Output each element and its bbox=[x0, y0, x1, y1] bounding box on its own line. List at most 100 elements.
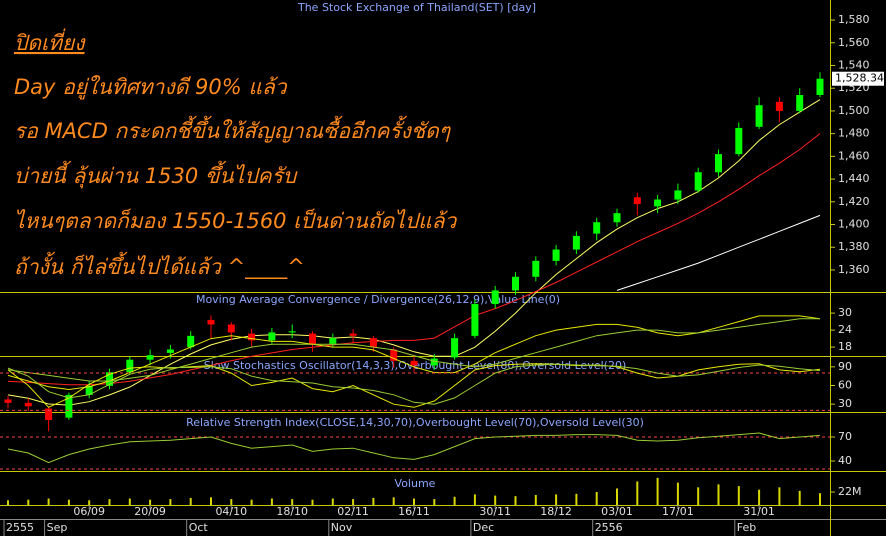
x-tick-label: 04/10 bbox=[215, 505, 247, 518]
line bbox=[7, 363, 821, 405]
volume-bar bbox=[413, 498, 415, 505]
y-tick-label: 30 bbox=[838, 397, 852, 410]
volume-bar bbox=[47, 498, 50, 505]
volume-bar bbox=[494, 495, 497, 505]
candle-body bbox=[735, 127, 743, 155]
candle-body bbox=[207, 319, 215, 325]
x-tick-label: 18/12 bbox=[540, 505, 572, 518]
volume-bar bbox=[534, 494, 537, 505]
candle-body bbox=[288, 331, 296, 333]
y-tick-label: 1,400 bbox=[838, 218, 870, 231]
volume-bar bbox=[717, 484, 720, 505]
volume-bar bbox=[636, 481, 639, 505]
volume-bar bbox=[514, 496, 517, 505]
annotation: ปิดเที่ยง bbox=[14, 28, 86, 55]
volume-bar bbox=[230, 499, 233, 505]
line bbox=[7, 432, 821, 464]
period-label: Nov bbox=[331, 521, 353, 534]
y-tick-label: 60 bbox=[838, 378, 852, 391]
y-tick-label: 1,420 bbox=[838, 195, 870, 208]
candle-body bbox=[146, 355, 154, 360]
volume-bar bbox=[88, 500, 91, 505]
candle-body bbox=[309, 333, 316, 345]
last-price-box bbox=[832, 71, 884, 86]
volume-bar bbox=[291, 499, 294, 505]
y-tick-label: 1,380 bbox=[838, 240, 870, 253]
volume-bar bbox=[798, 490, 801, 505]
candle-body bbox=[45, 408, 53, 420]
candle-body bbox=[106, 372, 113, 386]
candle-body bbox=[65, 394, 73, 418]
volume-bar bbox=[758, 489, 761, 505]
annotation: Day อยู่ในทิศทางดี 90% แล้ว bbox=[14, 75, 288, 100]
volume-bar bbox=[270, 498, 273, 505]
chart-title: The Stock Exchange of Thailand(SET) [day… bbox=[297, 1, 536, 14]
period-label: Sep bbox=[47, 521, 68, 534]
volume-bar bbox=[149, 499, 152, 505]
y-tick-label: 70 bbox=[838, 430, 852, 443]
y-tick-label: 1,500 bbox=[838, 104, 870, 117]
y-tick-label: 1,460 bbox=[838, 149, 870, 162]
volume-bar bbox=[7, 500, 9, 505]
volume-bar bbox=[169, 499, 172, 505]
last-price-label: 1,528.34 bbox=[835, 72, 884, 85]
volume-bar bbox=[372, 497, 375, 505]
x-tick-label: 16/11 bbox=[398, 505, 430, 518]
candle-body bbox=[755, 105, 763, 127]
period-label: Dec bbox=[473, 521, 494, 534]
y-tick-label: 1,480 bbox=[838, 127, 870, 140]
candle-body bbox=[532, 260, 540, 277]
annotation: ไหนๆตลาดก็มอง 1550-1560 เป็นด่านถัดไปแล้… bbox=[14, 208, 458, 233]
x-tick-label: 18/10 bbox=[276, 505, 308, 518]
candle-body bbox=[227, 324, 235, 333]
candle-body bbox=[593, 222, 601, 234]
y-tick-label: 1,540 bbox=[838, 58, 870, 71]
y-tick-label: 1,360 bbox=[838, 263, 870, 276]
volume-bar bbox=[656, 477, 659, 505]
volume-bar bbox=[67, 499, 70, 505]
annotation: รอ MACD กระดกชี้ขึ้นให้สัญญาณซื้ออีกครั้… bbox=[14, 115, 452, 143]
x-tick-label: 20/09 bbox=[134, 505, 166, 518]
volume-bar bbox=[555, 494, 558, 505]
candle-body bbox=[24, 402, 32, 407]
panel-title: Volume bbox=[395, 477, 436, 490]
candle-body bbox=[552, 249, 560, 261]
volume-bar bbox=[311, 499, 314, 505]
panel-title: Slow Stochastics Oscillator(14,3,3),Over… bbox=[204, 359, 627, 372]
candle-body bbox=[613, 213, 621, 223]
volume-bar bbox=[27, 499, 30, 505]
candle-body bbox=[775, 101, 783, 111]
annotation: ถ้างั้น ก็ไล่ขึ้นไปได้แล้ว ^____^ bbox=[14, 251, 305, 280]
period-label: Feb bbox=[737, 521, 756, 534]
volume-bar bbox=[737, 486, 740, 505]
candle-body bbox=[369, 338, 377, 348]
candle-body bbox=[85, 385, 93, 395]
volume-bar bbox=[616, 488, 618, 505]
line bbox=[616, 214, 821, 291]
volume-bar bbox=[575, 493, 578, 505]
volume-bar bbox=[819, 493, 821, 505]
candle-body bbox=[329, 338, 337, 344]
volume-bar bbox=[128, 498, 131, 505]
volume-bar bbox=[392, 497, 395, 505]
x-tick-label: 02/11 bbox=[337, 505, 369, 518]
y-tick-label: 22M bbox=[838, 485, 862, 498]
y-tick-label: 1,440 bbox=[838, 172, 870, 185]
line bbox=[7, 363, 821, 408]
volume-bar bbox=[189, 497, 192, 505]
candle-body bbox=[512, 276, 519, 291]
candle-body bbox=[796, 95, 804, 111]
candle-body bbox=[715, 154, 722, 173]
y-tick-label: 1,560 bbox=[838, 36, 870, 49]
x-tick-label: 03/01 bbox=[601, 505, 633, 518]
candle-body bbox=[430, 358, 438, 366]
candle-body bbox=[674, 190, 682, 200]
period-label: Oct bbox=[189, 521, 209, 534]
line bbox=[7, 133, 821, 386]
x-tick-label: 30/11 bbox=[479, 505, 511, 518]
candle-body bbox=[816, 78, 824, 96]
volume-bar bbox=[473, 494, 476, 505]
candle-body bbox=[349, 333, 357, 336]
